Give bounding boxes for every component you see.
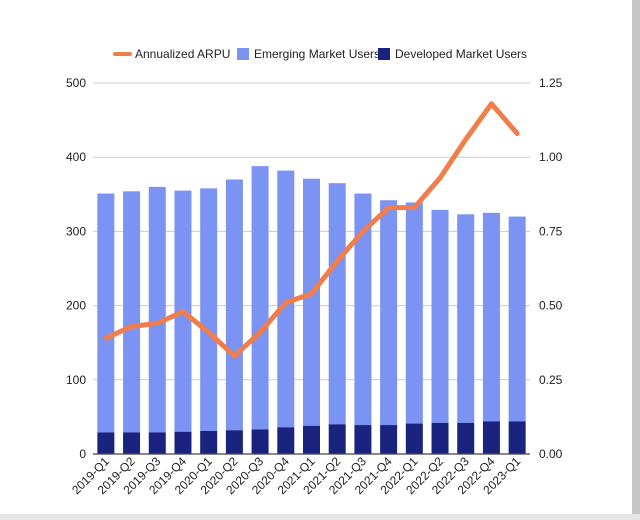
left-axis-tick-label: 100 [66,373,86,387]
legend-swatch-developed-market-users [378,48,390,60]
x-axis-ticks: 2019-Q12019-Q22019-Q32019-Q42020-Q12020-… [69,454,523,497]
bar-developed-market-users [174,431,192,454]
legend-swatch-emerging-market-users [237,48,249,60]
bar-developed-market-users [225,430,243,454]
bar-developed-market-users [354,425,372,454]
bar-emerging-market-users [328,183,346,425]
right-axis-ticks: 0.00 0.25 0.50 0.75 1.00 1.25 [539,76,563,461]
left-axis-tick-label: 200 [66,299,86,313]
bar-developed-market-users [200,430,218,454]
bar-developed-market-users [303,425,320,454]
left-axis-ticks: 0 100 200 300 400 500 [66,76,86,461]
bar-emerging-market-users [123,191,141,433]
legend-label-emerging-market-users: Emerging Market Users [254,47,380,61]
left-axis-tick-label: 400 [66,150,86,164]
bars-layer [97,166,526,454]
bar-developed-market-users [148,432,166,454]
left-axis-tick-label: 500 [66,76,86,90]
bar-emerging-market-users [405,202,423,424]
right-axis-tick-label: 0.25 [539,373,563,387]
legend: Annualized ARPU Emerging Market Users Deve… [113,47,527,61]
bar-developed-market-users [251,429,269,454]
bar-developed-market-users [277,427,295,454]
arpu-line-layer [103,101,520,359]
bar-developed-market-users [97,432,115,454]
right-axis-tick-label: 0.75 [539,224,563,238]
right-axis-tick-label: 0.50 [539,299,563,313]
left-axis-tick-label: 300 [66,224,86,238]
bar-emerging-market-users [482,212,500,422]
bar-emerging-market-users [354,193,372,426]
bar-emerging-market-users [380,200,398,426]
bar-emerging-market-users [97,193,115,433]
bar-developed-market-users [405,423,423,454]
window-edge-bottom [0,514,640,520]
right-axis-tick-label: 1.25 [539,76,563,90]
combo-chart: 0 100 200 300 400 500 0.00 0.25 0.50 0.75 1.00 1.2… [66,47,563,497]
bar-emerging-market-users [251,166,269,430]
right-axis-tick-label: 1.00 [539,150,563,164]
bar-emerging-market-users [457,214,475,423]
legend-label-developed-market-users: Developed Market Users [395,47,527,61]
bar-emerging-market-users [431,209,449,423]
bar-developed-market-users [123,432,141,454]
bar-emerging-market-users [303,178,320,426]
right-axis-tick-label: 0.00 [539,447,563,461]
bar-developed-market-users [328,424,346,454]
left-axis-tick-label: 0 [79,447,86,461]
bar-emerging-market-users [225,179,243,431]
window-edge [632,0,640,520]
legend-label-annualized-arpu: Annualized ARPU [135,47,230,61]
bar-developed-market-users [457,422,475,454]
bar-developed-market-users [482,421,500,454]
bar-emerging-market-users [508,216,526,422]
bar-developed-market-users [431,422,449,454]
bar-developed-market-users [380,425,398,454]
bar-emerging-market-users [200,188,218,431]
bar-emerging-market-users [148,186,166,433]
bar-developed-market-users [508,421,526,454]
bar-emerging-market-users [277,170,295,428]
